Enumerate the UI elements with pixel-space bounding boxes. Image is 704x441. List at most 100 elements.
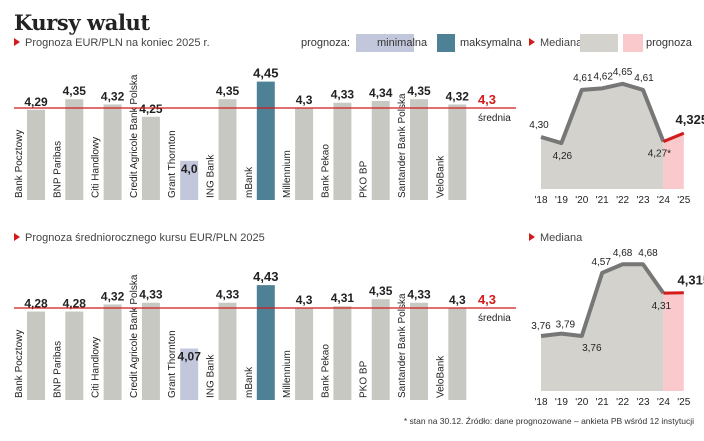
category-label: BNP Paribas bbox=[52, 341, 63, 398]
x-tick-label: '19 bbox=[555, 195, 568, 206]
legend-mediana: Mediana bbox=[529, 37, 582, 49]
average-value-label: 4,3 bbox=[478, 292, 496, 307]
bar bbox=[103, 304, 122, 400]
bar bbox=[333, 102, 352, 200]
x-tick-label: '20 bbox=[575, 397, 588, 408]
category-label: PKO BP bbox=[359, 360, 370, 398]
data-label: 4,07 bbox=[178, 349, 202, 363]
triangle-icon bbox=[529, 38, 535, 46]
top-chart-subtitle: Prognoza EUR/PLN na koniec 2025 r. bbox=[14, 37, 210, 49]
bar bbox=[371, 299, 390, 400]
data-label: 4,35 bbox=[407, 84, 431, 98]
data-label: 4,3 bbox=[296, 93, 313, 107]
average-value-label: 4,3 bbox=[478, 92, 496, 107]
legend-min-swatch bbox=[356, 34, 414, 52]
category-label: ING Bank bbox=[206, 354, 217, 398]
data-label: 4,65 bbox=[613, 67, 633, 78]
bar bbox=[448, 104, 467, 200]
x-tick-label: '18 bbox=[534, 397, 547, 408]
bar bbox=[371, 100, 390, 200]
bottom-mediana-label: Mediana bbox=[529, 232, 582, 244]
bar bbox=[333, 306, 352, 400]
category-label: Citi Handlowy bbox=[91, 337, 102, 398]
forecast-line bbox=[662, 131, 685, 143]
median-line bbox=[540, 81, 666, 146]
bar bbox=[65, 311, 84, 400]
data-label: 4,32 bbox=[446, 89, 470, 103]
data-label: 4,31 bbox=[652, 301, 672, 312]
x-tick-label: '24 bbox=[657, 195, 670, 206]
category-label: Grant Thornton bbox=[167, 130, 178, 198]
bar bbox=[180, 348, 199, 400]
category-label: Bank Pekao bbox=[320, 144, 331, 198]
data-label: 4,31 bbox=[331, 291, 355, 305]
x-tick-label: '22 bbox=[616, 195, 629, 206]
legend-prognoza-line-label: prognoza bbox=[646, 37, 692, 49]
average-name-label: średnia bbox=[478, 313, 511, 324]
bar bbox=[27, 109, 45, 200]
bar bbox=[256, 285, 275, 400]
data-label: 4,33 bbox=[139, 288, 163, 302]
median-line bbox=[540, 262, 666, 338]
data-label: 4,68 bbox=[638, 248, 658, 259]
x-tick-label: '19 bbox=[555, 397, 568, 408]
x-tick-label: '24 bbox=[657, 397, 670, 408]
category-label: Credit Agricole Bank Polska bbox=[129, 74, 140, 198]
data-label: 4,25 bbox=[139, 102, 163, 116]
category-label: BNP Paribas bbox=[52, 141, 63, 198]
bar bbox=[218, 99, 237, 200]
triangle-icon bbox=[14, 38, 20, 46]
bar bbox=[141, 302, 160, 400]
data-label: 4,27* bbox=[648, 149, 671, 160]
category-label: Santander Bank Polska bbox=[397, 293, 408, 398]
data-label: 4,325 bbox=[676, 112, 704, 127]
legend-mediana-swatch bbox=[580, 34, 618, 52]
data-label: 4,57 bbox=[591, 257, 611, 268]
footnote: * stan na 30.12. Źródło: dane prognozowa… bbox=[403, 416, 694, 426]
bottom-chart-subtitle: Prognoza średniorocznego kursu EUR/PLN 2… bbox=[14, 232, 265, 244]
data-label: 4,28 bbox=[63, 297, 87, 311]
bar bbox=[180, 160, 199, 200]
bar bbox=[410, 302, 428, 400]
data-label: 4,61 bbox=[634, 73, 654, 84]
data-label: 4,45 bbox=[253, 66, 278, 81]
category-label: Millennium bbox=[282, 150, 293, 198]
bar bbox=[65, 99, 84, 200]
data-label: 3,76 bbox=[531, 321, 551, 332]
bar bbox=[410, 99, 428, 200]
bar bbox=[27, 311, 45, 400]
bar bbox=[295, 308, 314, 400]
category-label: Bank Pocztowy bbox=[14, 130, 25, 198]
average-name-label: średnia bbox=[478, 113, 511, 124]
x-tick-label: '20 bbox=[575, 195, 588, 206]
data-label: 4,61 bbox=[573, 73, 593, 84]
legend-max-swatch bbox=[437, 34, 455, 52]
triangle-icon bbox=[529, 233, 535, 241]
data-label: 4,28 bbox=[24, 297, 48, 311]
data-label: 4,33 bbox=[216, 288, 240, 302]
data-label: 4,35 bbox=[369, 284, 393, 298]
triangle-icon bbox=[14, 233, 20, 241]
data-label: 3,76 bbox=[582, 343, 602, 354]
legend-prognoza-swatch bbox=[623, 34, 643, 52]
data-label: 4,315 bbox=[678, 273, 704, 288]
data-label: 4,43 bbox=[253, 269, 278, 284]
data-label: 4,32 bbox=[101, 289, 125, 303]
data-label: 4,62 bbox=[593, 71, 613, 82]
category-label: ING Bank bbox=[206, 154, 217, 198]
bar bbox=[295, 108, 314, 200]
category-label: Millennium bbox=[282, 350, 293, 398]
legend-prognoza-label: prognoza: bbox=[301, 37, 350, 49]
forecast-area bbox=[663, 133, 684, 189]
bar bbox=[218, 302, 237, 400]
data-label: 4,33 bbox=[407, 288, 431, 302]
category-label: VeloBank bbox=[435, 155, 446, 198]
legend-max-label: maksymalna bbox=[460, 37, 522, 49]
data-label: 4,0 bbox=[181, 162, 198, 176]
data-label: 4,34 bbox=[369, 86, 393, 100]
data-label: 4,35 bbox=[216, 84, 240, 98]
category-label: Credit Agricole Bank Polska bbox=[129, 274, 140, 398]
bar bbox=[141, 116, 160, 200]
x-tick-label: '25 bbox=[677, 397, 690, 408]
